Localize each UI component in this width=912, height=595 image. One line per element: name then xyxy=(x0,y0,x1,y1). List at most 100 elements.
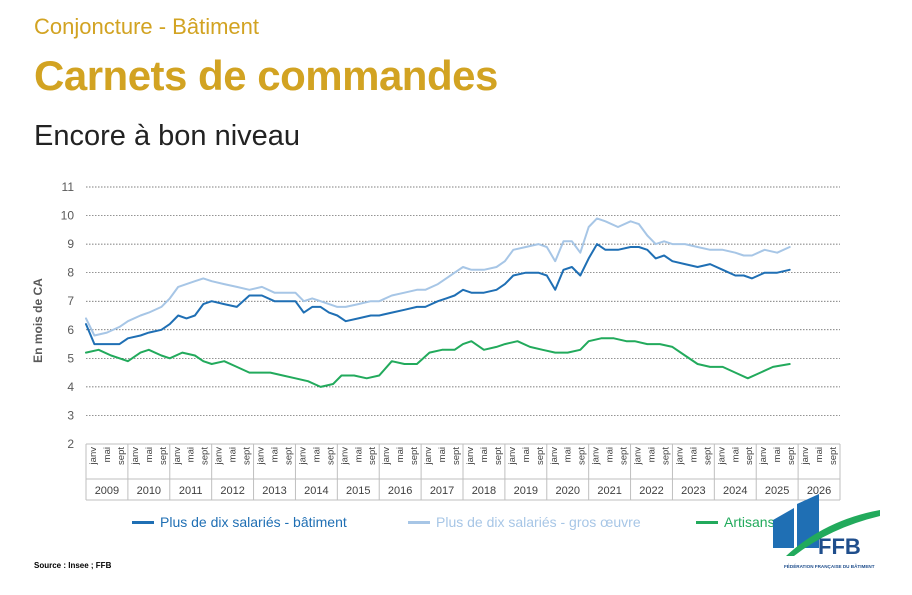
x-tick-label: mai xyxy=(647,447,658,462)
legend-item-artisans: Artisans xyxy=(696,514,775,530)
x-tick-label: mai xyxy=(521,447,532,462)
year-label: 2009 xyxy=(95,485,119,497)
x-tick-label: mai xyxy=(814,447,825,462)
year-label: 2021 xyxy=(597,485,621,497)
x-tick-label: mai xyxy=(144,447,155,462)
x-tick-label: janv xyxy=(591,447,602,466)
page-title: Carnets de commandes xyxy=(34,52,498,99)
legend-swatch xyxy=(408,520,430,524)
y-tick-label: 7 xyxy=(67,294,74,308)
x-tick-label: janv xyxy=(716,447,727,466)
x-tick-label: mai xyxy=(605,447,616,462)
x-tick-label: mai xyxy=(353,447,364,462)
year-label: 2020 xyxy=(555,485,579,497)
logo-text: FFB xyxy=(818,534,861,559)
legend-label: Plus de dix salariés - bâtiment xyxy=(160,514,347,530)
series-line xyxy=(85,243,791,346)
x-tick-label: mai xyxy=(437,447,448,462)
x-tick-label: janv xyxy=(633,447,644,466)
x-tick-label: janv xyxy=(130,447,141,466)
legend-item-batiment: Plus de dix salariés - bâtiment xyxy=(132,514,347,530)
y-tick-label: 2 xyxy=(67,437,74,451)
x-tick-label: mai xyxy=(102,447,113,462)
x-tick-label: janv xyxy=(423,447,434,466)
x-tick-label: janv xyxy=(549,447,560,466)
year-label: 2012 xyxy=(220,485,244,497)
year-label: 2015 xyxy=(346,485,370,497)
x-tick-label: sept xyxy=(828,447,839,465)
year-label: 2010 xyxy=(137,485,161,497)
legend-label: Artisans xyxy=(724,514,775,530)
x-tick-label: mai xyxy=(311,447,322,462)
year-label: 2019 xyxy=(514,485,538,497)
x-tick-label: sept xyxy=(409,447,420,465)
year-label: 2024 xyxy=(723,485,747,497)
y-axis-title: En mois de CA xyxy=(31,278,45,363)
series-line xyxy=(85,217,791,337)
x-tick-label: mai xyxy=(270,447,281,462)
x-tick-label: sept xyxy=(367,447,378,465)
x-tick-label: mai xyxy=(688,447,699,462)
logo-tagline: FÉDÉRATION FRANÇAISE DU BÂTIMENT xyxy=(784,562,875,569)
x-tick-label: sept xyxy=(116,447,127,465)
x-tick-label: sept xyxy=(493,447,504,465)
x-tick-label: janv xyxy=(88,447,99,466)
y-tick-label: 8 xyxy=(67,266,74,280)
x-tick-label: sept xyxy=(158,447,169,465)
x-tick-label: janv xyxy=(339,447,350,466)
x-tick-label: sept xyxy=(744,447,755,465)
x-tick-label: mai xyxy=(479,447,490,462)
y-tick-label: 9 xyxy=(67,237,74,251)
year-label: 2014 xyxy=(304,485,328,497)
year-label: 2022 xyxy=(639,485,663,497)
x-tick-label: janv xyxy=(214,447,225,466)
x-tick-label: janv xyxy=(256,447,267,466)
year-label: 2017 xyxy=(430,485,454,497)
kicker: Conjoncture - Bâtiment xyxy=(34,14,259,39)
x-tick-label: sept xyxy=(325,447,336,465)
x-tick-label: sept xyxy=(702,447,713,465)
legend-label: Plus de dix salariés - gros œuvre xyxy=(436,514,641,530)
x-tick-label: janv xyxy=(674,447,685,466)
year-label: 2011 xyxy=(179,485,203,497)
x-tick-label: janv xyxy=(172,447,183,466)
x-tick-label: mai xyxy=(563,447,574,462)
x-tick-label: sept xyxy=(242,447,253,465)
x-tick-label: mai xyxy=(228,447,239,462)
x-tick-label: janv xyxy=(465,447,476,466)
x-tick-label: sept xyxy=(451,447,462,465)
x-tick-label: sept xyxy=(535,447,546,465)
y-tick-label: 6 xyxy=(67,323,74,337)
x-tick-label: sept xyxy=(786,447,797,465)
x-tick-label: janv xyxy=(381,447,392,466)
year-label: 2018 xyxy=(472,485,496,497)
y-tick-label: 4 xyxy=(67,380,74,394)
y-tick-label: 5 xyxy=(67,351,74,365)
x-tick-label: mai xyxy=(772,447,783,462)
x-tick-label: sept xyxy=(619,447,630,465)
year-label: 2023 xyxy=(681,485,705,497)
ffb-logo: FFB FÉDÉRATION FRANÇAISE DU BÂTIMENT xyxy=(773,494,880,569)
x-tick-label: sept xyxy=(660,447,671,465)
source-note: Source : Insee ; FFB xyxy=(34,561,112,570)
y-tick-label: 3 xyxy=(67,408,74,422)
year-label: 2013 xyxy=(262,485,286,497)
x-tick-label: mai xyxy=(730,447,741,462)
year-label: 2016 xyxy=(388,485,412,497)
x-tick-label: sept xyxy=(577,447,588,465)
legend-item-gros-oeuvre: Plus de dix salariés - gros œuvre xyxy=(408,514,641,530)
x-tick-label: janv xyxy=(297,447,308,466)
x-tick-label: mai xyxy=(395,447,406,462)
y-tick-label: 11 xyxy=(62,180,75,194)
y-tick-label: 10 xyxy=(61,209,75,223)
page-subtitle: Encore à bon niveau xyxy=(34,120,301,152)
x-tick-label: janv xyxy=(800,447,811,466)
x-tick-label: sept xyxy=(283,447,294,465)
x-tick-label: sept xyxy=(200,447,211,465)
year-label: 2026 xyxy=(807,485,831,497)
year-label: 2025 xyxy=(765,485,789,497)
legend-swatch xyxy=(696,520,718,524)
x-tick-label: janv xyxy=(507,447,518,466)
legend-swatch xyxy=(132,520,154,524)
